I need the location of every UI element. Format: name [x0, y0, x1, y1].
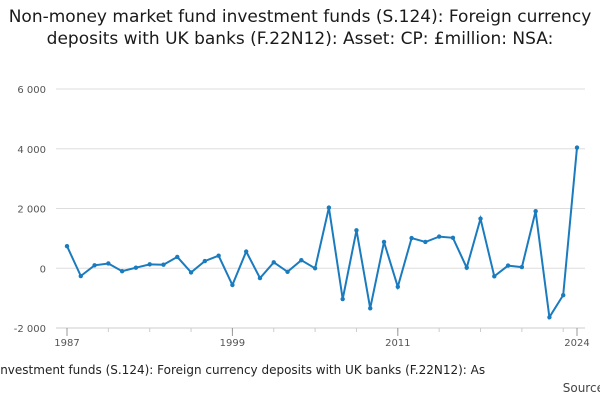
data-point: [119, 269, 125, 274]
data-point: [216, 253, 221, 258]
data-point: [78, 273, 83, 279]
x-axis-tick-labels: 1987 1999 2011 2024: [54, 338, 589, 349]
data-point: [106, 261, 111, 266]
data-point: [285, 269, 290, 275]
x-tick-label: 1999: [220, 338, 245, 349]
data-point: [409, 235, 414, 241]
data-point: [492, 274, 497, 279]
series-points: [64, 145, 580, 320]
data-point: [299, 257, 304, 263]
x-tick-label: 2011: [385, 338, 410, 349]
y-tick-label: -2 000: [14, 324, 46, 335]
data-point: [243, 249, 249, 254]
data-point: [450, 235, 456, 240]
data-point: [354, 228, 359, 233]
data-point: [574, 145, 580, 150]
data-point: [312, 266, 318, 271]
y-tick-label: 6 000: [17, 85, 46, 96]
data-point: [326, 205, 332, 210]
series-line: [66, 147, 578, 321]
data-point: [340, 296, 345, 302]
data-point: [64, 243, 70, 249]
data-point: [478, 216, 483, 221]
data-point: [161, 262, 166, 267]
x-tick-label: 1987: [54, 338, 79, 349]
data-point: [381, 239, 387, 245]
legend: fund investment funds (S.124): Foreign c…: [0, 361, 600, 381]
data-point: [464, 265, 469, 270]
x-axis: [56, 327, 585, 336]
data-point: [202, 258, 208, 264]
data-point: [533, 208, 538, 214]
data-point: [561, 292, 566, 298]
data-point: [368, 306, 373, 311]
data-point: [92, 263, 97, 268]
data-point: [271, 260, 276, 265]
data-point: [436, 234, 442, 239]
y-tick-label: 4 000: [17, 145, 46, 156]
data-point: [505, 263, 511, 268]
legend-entry: fund investment funds (S.124): Foreign c…: [0, 361, 485, 379]
data-point: [230, 282, 235, 288]
data-point: [257, 275, 263, 281]
y-axis-tick-labels: 6 000 4 000 2 000 0 -2 000: [14, 85, 46, 335]
data-point: [133, 265, 139, 270]
data-point: [423, 239, 428, 245]
legend-label: fund investment funds (S.124): Foreign c…: [0, 363, 486, 377]
chart-title: Non-money market fund investment funds (…: [8, 7, 592, 49]
data-point: [147, 262, 152, 267]
y-tick-label: 0: [40, 264, 46, 275]
data-point: [395, 284, 401, 289]
data-point: [175, 254, 180, 260]
data-point: [547, 315, 552, 320]
data-point: [188, 270, 194, 275]
data-point: [519, 264, 525, 270]
source-label: Source:: [562, 381, 600, 395]
y-tick-label: 2 000: [17, 205, 46, 216]
x-tick-label: 2024: [564, 338, 589, 349]
gridlines: [56, 88, 585, 329]
